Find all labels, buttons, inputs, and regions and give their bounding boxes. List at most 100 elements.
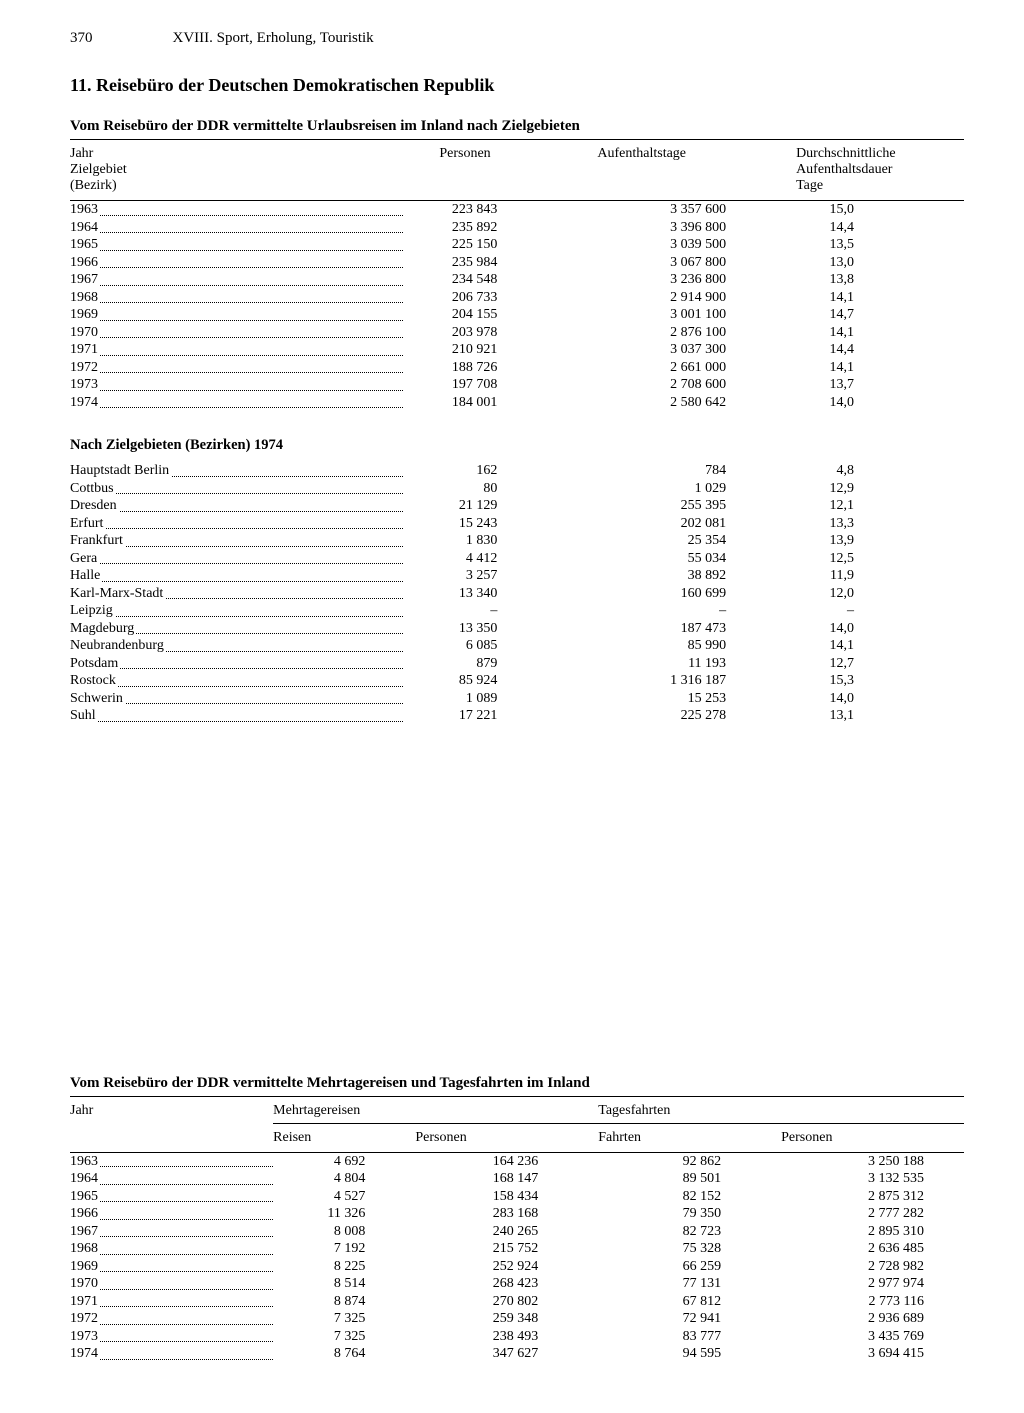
cell-personen: 6 085 [403, 637, 528, 655]
hdr-text: (Bezirk) [70, 178, 117, 193]
cell-reisen: 4 804 [273, 1170, 415, 1188]
cell-m-personen: 347 627 [415, 1345, 598, 1363]
cell-tage: 38 892 [527, 567, 756, 585]
table2: Jahr Mehrtagereisen Tagesfahrten Reisen … [70, 1097, 964, 1363]
cell-fahrten: 83 777 [598, 1328, 781, 1346]
table1-header-dauer: Durchschnittliche Aufenthaltsdauer Tage [756, 140, 964, 200]
cell-t-personen: 2 936 689 [781, 1310, 964, 1328]
table-row: Halle3 25738 89211,9 [70, 567, 964, 585]
table-row: 196611 326283 16879 3502 777 282 [70, 1205, 964, 1223]
cell-tage: 160 699 [527, 585, 756, 603]
cell-tage: 2 876 100 [527, 324, 756, 342]
cell-tage: 3 067 800 [527, 254, 756, 272]
cell-dauer: 13,7 [756, 376, 964, 394]
cell-fahrten: 94 595 [598, 1345, 781, 1363]
row-label: Halle [70, 567, 403, 585]
row-label: 1973 [70, 1328, 273, 1346]
cell-tage: 187 473 [527, 620, 756, 638]
cell-fahrten: 82 152 [598, 1188, 781, 1206]
cell-tage: 55 034 [527, 550, 756, 568]
table-row: 19727 325259 34872 9412 936 689 [70, 1310, 964, 1328]
row-label: 1972 [70, 1310, 273, 1328]
table-row: Suhl17 221225 27813,1 [70, 707, 964, 725]
cell-reisen: 8 514 [273, 1275, 415, 1293]
row-label: Gera [70, 550, 403, 568]
cell-reisen: 8 874 [273, 1293, 415, 1311]
cell-personen: 210 921 [403, 341, 528, 359]
row-label: 1965 [70, 1188, 273, 1206]
cell-reisen: 7 325 [273, 1328, 415, 1346]
hdr-text: Jahr [70, 146, 93, 161]
page-number: 370 [70, 30, 93, 47]
table-row: 1963223 8433 357 60015,0 [70, 201, 964, 219]
cell-personen: 235 984 [403, 254, 528, 272]
cell-personen: 225 150 [403, 236, 528, 254]
table-row: Schwerin1 08915 25314,0 [70, 690, 964, 708]
table-row: 19718 874270 80267 8122 773 116 [70, 1293, 964, 1311]
table-row: Erfurt15 243202 08113,3 [70, 515, 964, 533]
row-label: 1973 [70, 376, 403, 394]
cell-dauer: 15,3 [756, 672, 964, 690]
cell-t-personen: 2 895 310 [781, 1223, 964, 1241]
row-label: Erfurt [70, 515, 403, 533]
cell-dauer: 13,8 [756, 271, 964, 289]
table2-sub-fahrten: Fahrten [598, 1128, 781, 1152]
cell-t-personen: 3 132 535 [781, 1170, 964, 1188]
cell-tage: 2 708 600 [527, 376, 756, 394]
cell-t-personen: 2 636 485 [781, 1240, 964, 1258]
row-label: 1967 [70, 1223, 273, 1241]
table2-header-group2: Tagesfahrten [598, 1097, 964, 1128]
table-row: 1972188 7262 661 00014,1 [70, 359, 964, 377]
table-row: 19654 527158 43482 1522 875 312 [70, 1188, 964, 1206]
cell-t-personen: 3 250 188 [781, 1153, 964, 1171]
row-label: Potsdam [70, 655, 403, 673]
table1-header-personen: Personen [403, 140, 528, 200]
row-label: 1963 [70, 1153, 273, 1171]
cell-dauer: 12,1 [756, 497, 964, 515]
cell-reisen: 4 692 [273, 1153, 415, 1171]
table-row: Magdeburg13 350187 47314,0 [70, 620, 964, 638]
cell-personen: – [403, 602, 528, 620]
cell-personen: 4 412 [403, 550, 528, 568]
table-row: Leipzig––– [70, 602, 964, 620]
cell-t-personen: 2 977 974 [781, 1275, 964, 1293]
cell-tage: 3 236 800 [527, 271, 756, 289]
row-label: Karl-Marx-Stadt [70, 585, 403, 603]
cell-personen: 197 708 [403, 376, 528, 394]
hdr-text: Durchschnittliche [796, 146, 896, 161]
cell-dauer: 12,0 [756, 585, 964, 603]
section-heading: 11. Reisebüro der Deutschen Demokratisch… [70, 75, 964, 96]
cell-reisen: 8 008 [273, 1223, 415, 1241]
row-label: Rostock [70, 672, 403, 690]
table-row: 1965225 1503 039 50013,5 [70, 236, 964, 254]
hdr-text: Mehrtagereisen [273, 1103, 360, 1118]
cell-dauer: 12,5 [756, 550, 964, 568]
table-row: 1974184 0012 580 64214,0 [70, 394, 964, 412]
cell-personen: 15 243 [403, 515, 528, 533]
row-label: 1969 [70, 1258, 273, 1276]
cell-m-personen: 270 802 [415, 1293, 598, 1311]
row-label: 1968 [70, 1240, 273, 1258]
row-label: 1969 [70, 306, 403, 324]
cell-m-personen: 215 752 [415, 1240, 598, 1258]
table-row: Gera4 41255 03412,5 [70, 550, 964, 568]
table-row: 1971210 9213 037 30014,4 [70, 341, 964, 359]
chapter-header: XVIII. Sport, Erholung, Touristik [173, 30, 374, 47]
row-label: 1974 [70, 1345, 273, 1363]
row-label: Schwerin [70, 690, 403, 708]
row-label: 1971 [70, 1293, 273, 1311]
cell-personen: 1 830 [403, 532, 528, 550]
cell-tage: 225 278 [527, 707, 756, 725]
cell-dauer: 13,1 [756, 707, 964, 725]
table-row: 1964235 8923 396 80014,4 [70, 219, 964, 237]
table-row: 19708 514268 42377 1312 977 974 [70, 1275, 964, 1293]
row-label: Cottbus [70, 480, 403, 498]
cell-m-personen: 268 423 [415, 1275, 598, 1293]
table2-header-row1: Jahr Mehrtagereisen Tagesfahrten [70, 1097, 964, 1128]
table-row: Frankfurt1 83025 35413,9 [70, 532, 964, 550]
cell-personen: 203 978 [403, 324, 528, 342]
cell-reisen: 11 326 [273, 1205, 415, 1223]
cell-tage: 3 039 500 [527, 236, 756, 254]
table-row: 1968206 7332 914 90014,1 [70, 289, 964, 307]
cell-reisen: 7 192 [273, 1240, 415, 1258]
